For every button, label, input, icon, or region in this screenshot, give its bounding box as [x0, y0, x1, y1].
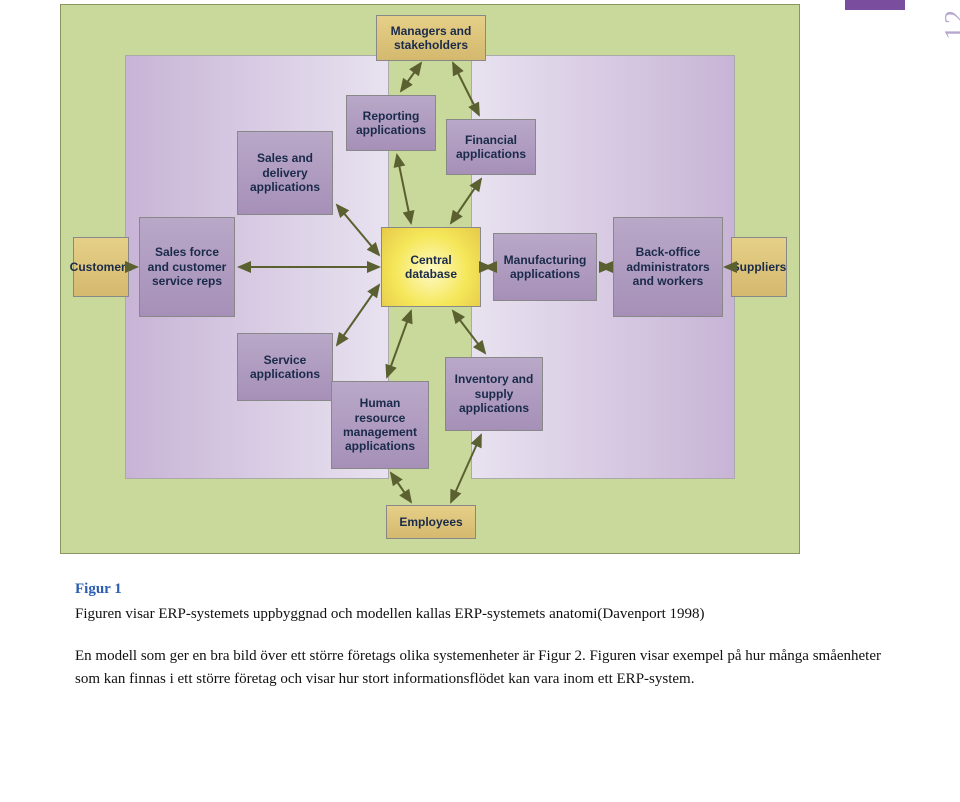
node-manufacturing: Manufacturing applications: [493, 233, 597, 301]
page-number: 12: [940, 8, 960, 40]
node-hrm: Human resource management applications: [331, 381, 429, 469]
node-suppliers: Suppliers: [731, 237, 787, 297]
node-inventory: Inventory and supply applications: [445, 357, 543, 431]
caption-line-1: Figuren visar ERP-systemets uppbyggnad o…: [75, 603, 885, 626]
diagram-container: Customers Suppliers Managers and stakeho…: [20, 4, 940, 554]
figure-caption: Figur 1 Figuren visar ERP-systemets uppb…: [75, 578, 885, 709]
node-service-apps: Service applications: [237, 333, 333, 401]
node-customers: Customers: [73, 237, 129, 297]
node-sales-delivery: Sales and delivery applications: [237, 131, 333, 215]
node-central-database: Central database: [381, 227, 481, 307]
caption-paragraph-2: En modell som ger en bra bild över ett s…: [75, 645, 885, 692]
node-backoffice: Back-office administrators and workers: [613, 217, 723, 317]
node-managers: Managers and stakeholders: [376, 15, 486, 61]
node-salesforce: Sales force and customer service reps: [139, 217, 235, 317]
erp-anatomy-diagram: Customers Suppliers Managers and stakeho…: [60, 4, 800, 554]
node-reporting: Reporting applications: [346, 95, 436, 151]
node-financial: Financial applications: [446, 119, 536, 175]
node-employees: Employees: [386, 505, 476, 539]
figure-label: Figur 1: [75, 578, 885, 601]
